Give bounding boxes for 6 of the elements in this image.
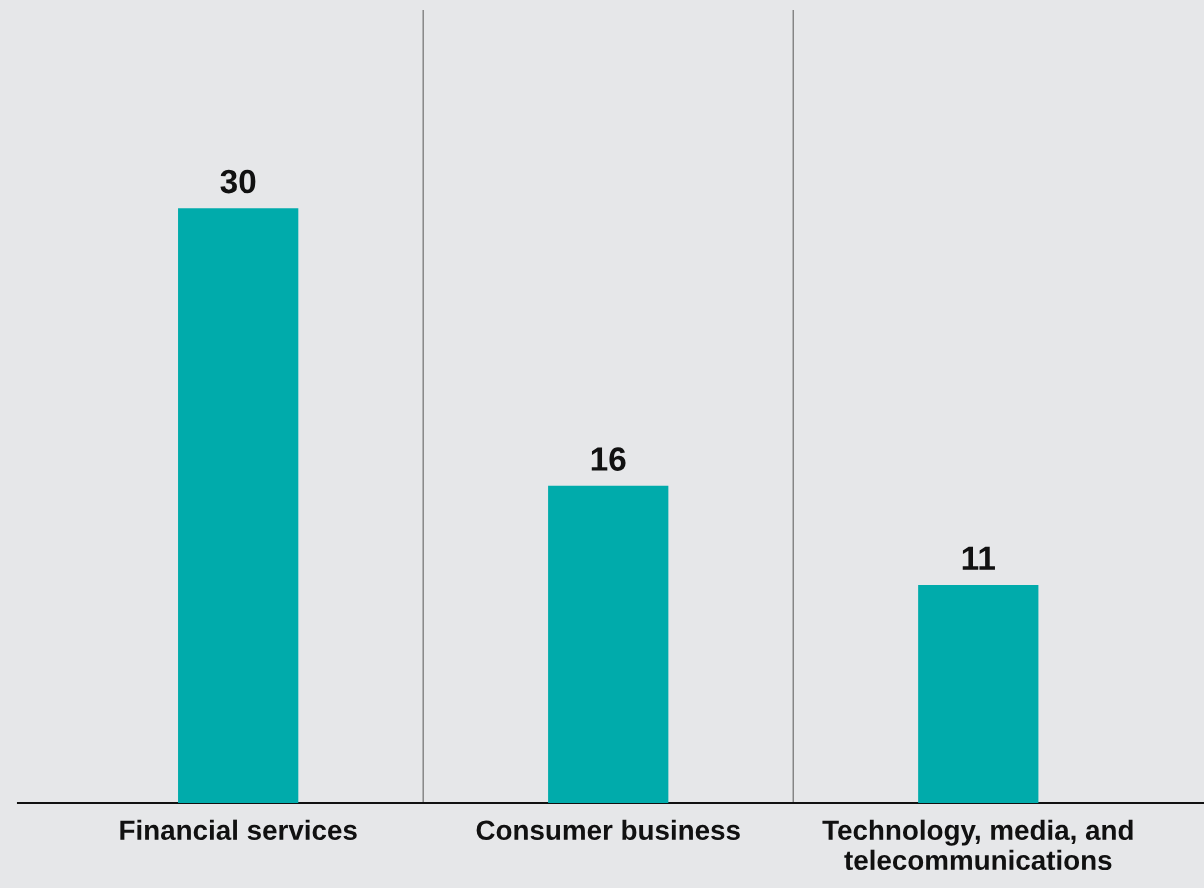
data-label: 11	[962, 546, 995, 570]
x-tick-label: Financial services	[120, 819, 357, 841]
x-tick-label: Consumer business	[476, 819, 740, 841]
x-tick-label: Technology, media, and telecommunications	[822, 819, 1133, 871]
data-label: 30	[220, 169, 256, 194]
data-label: 16	[591, 447, 626, 471]
